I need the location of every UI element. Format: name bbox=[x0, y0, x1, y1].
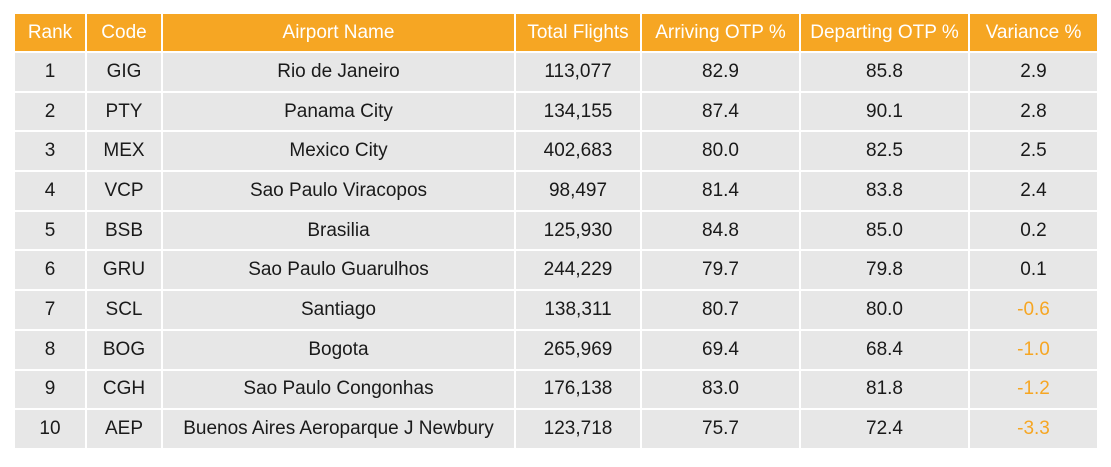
cell-airport-name: Sao Paulo Guarulhos bbox=[163, 251, 514, 290]
otp-table-container: Rank Code Airport Name Total Flights Arr… bbox=[13, 12, 1099, 450]
cell-arriving-otp: 80.7 bbox=[642, 291, 799, 329]
cell-airport-name: Brasilia bbox=[163, 211, 514, 250]
cell-airport-name: Sao Paulo Congonhas bbox=[163, 370, 514, 409]
cell-arriving-otp: 75.7 bbox=[642, 410, 799, 448]
cell-rank: 7 bbox=[15, 291, 85, 329]
cell-departing-otp: 81.8 bbox=[801, 370, 968, 409]
cell-variance: 0.2 bbox=[970, 211, 1097, 250]
header-departing-otp: Departing OTP % bbox=[801, 14, 968, 51]
cell-departing-otp: 80.0 bbox=[801, 291, 968, 329]
cell-variance: 2.5 bbox=[970, 132, 1097, 171]
cell-code: BSB bbox=[87, 211, 161, 250]
cell-departing-otp: 83.8 bbox=[801, 172, 968, 210]
table-body: 1 GIG Rio de Janeiro 113,077 82.9 85.8 2.9 2 PTY… bbox=[15, 53, 1097, 448]
table-row: 5 BSB Brasilia 125,930 84.8 85.0 0.2 bbox=[15, 211, 1097, 250]
cell-airport-name: Mexico City bbox=[163, 132, 514, 171]
cell-variance: 2.4 bbox=[970, 172, 1097, 210]
header-total-flights: Total Flights bbox=[516, 14, 640, 51]
cell-arriving-otp: 69.4 bbox=[642, 330, 799, 369]
cell-variance: -1.2 bbox=[970, 370, 1097, 409]
cell-arriving-otp: 87.4 bbox=[642, 92, 799, 131]
cell-rank: 4 bbox=[15, 172, 85, 210]
table-row: 9 CGH Sao Paulo Congonhas 176,138 83.0 81.8 -1… bbox=[15, 370, 1097, 409]
cell-code: VCP bbox=[87, 172, 161, 210]
cell-total-flights: 176,138 bbox=[516, 370, 640, 409]
cell-departing-otp: 68.4 bbox=[801, 330, 968, 369]
cell-variance: -0.6 bbox=[970, 291, 1097, 329]
cell-variance: -1.0 bbox=[970, 330, 1097, 369]
cell-rank: 3 bbox=[15, 132, 85, 171]
cell-variance: 2.8 bbox=[970, 92, 1097, 131]
cell-code: CGH bbox=[87, 370, 161, 409]
cell-rank: 1 bbox=[15, 53, 85, 91]
cell-arriving-otp: 84.8 bbox=[642, 211, 799, 250]
table-row: 10 AEP Buenos Aires Aeroparque J Newbury 12… bbox=[15, 410, 1097, 448]
cell-rank: 9 bbox=[15, 370, 85, 409]
cell-total-flights: 265,969 bbox=[516, 330, 640, 369]
cell-code: MEX bbox=[87, 132, 161, 171]
cell-code: AEP bbox=[87, 410, 161, 448]
table-row: 1 GIG Rio de Janeiro 113,077 82.9 85.8 2.9 bbox=[15, 53, 1097, 91]
cell-total-flights: 402,683 bbox=[516, 132, 640, 171]
cell-departing-otp: 85.0 bbox=[801, 211, 968, 250]
table-row: 7 SCL Santiago 138,311 80.7 80.0 -0.6 bbox=[15, 291, 1097, 329]
cell-departing-otp: 82.5 bbox=[801, 132, 968, 171]
header-rank: Rank bbox=[15, 14, 85, 51]
cell-variance: -3.3 bbox=[970, 410, 1097, 448]
cell-airport-name: Sao Paulo Viracopos bbox=[163, 172, 514, 210]
header-airport-name: Airport Name bbox=[163, 14, 514, 51]
cell-arriving-otp: 81.4 bbox=[642, 172, 799, 210]
cell-airport-name: Panama City bbox=[163, 92, 514, 131]
cell-code: PTY bbox=[87, 92, 161, 131]
cell-code: BOG bbox=[87, 330, 161, 369]
table-row: 4 VCP Sao Paulo Viracopos 98,497 81.4 83.8 2.4 bbox=[15, 172, 1097, 210]
header-code: Code bbox=[87, 14, 161, 51]
header-row: Rank Code Airport Name Total Flights Arr… bbox=[15, 14, 1097, 51]
table-row: 2 PTY Panama City 134,155 87.4 90.1 2.8 bbox=[15, 92, 1097, 131]
cell-rank: 5 bbox=[15, 211, 85, 250]
cell-code: SCL bbox=[87, 291, 161, 329]
cell-arriving-otp: 80.0 bbox=[642, 132, 799, 171]
cell-rank: 10 bbox=[15, 410, 85, 448]
cell-arriving-otp: 83.0 bbox=[642, 370, 799, 409]
header-variance: Variance % bbox=[970, 14, 1097, 51]
cell-arriving-otp: 82.9 bbox=[642, 53, 799, 91]
cell-airport-name: Santiago bbox=[163, 291, 514, 329]
cell-code: GRU bbox=[87, 251, 161, 290]
airport-otp-table: Rank Code Airport Name Total Flights Arr… bbox=[13, 12, 1099, 450]
cell-departing-otp: 85.8 bbox=[801, 53, 968, 91]
cell-total-flights: 138,311 bbox=[516, 291, 640, 329]
cell-departing-otp: 79.8 bbox=[801, 251, 968, 290]
cell-departing-otp: 90.1 bbox=[801, 92, 968, 131]
cell-total-flights: 244,229 bbox=[516, 251, 640, 290]
cell-total-flights: 125,930 bbox=[516, 211, 640, 250]
cell-rank: 2 bbox=[15, 92, 85, 131]
cell-total-flights: 98,497 bbox=[516, 172, 640, 210]
table-row: 8 BOG Bogota 265,969 69.4 68.4 -1.0 bbox=[15, 330, 1097, 369]
cell-airport-name: Rio de Janeiro bbox=[163, 53, 514, 91]
cell-airport-name: Buenos Aires Aeroparque J Newbury bbox=[163, 410, 514, 448]
cell-variance: 2.9 bbox=[970, 53, 1097, 91]
table-row: 3 MEX Mexico City 402,683 80.0 82.5 2.5 bbox=[15, 132, 1097, 171]
cell-rank: 8 bbox=[15, 330, 85, 369]
cell-variance: 0.1 bbox=[970, 251, 1097, 290]
cell-total-flights: 123,718 bbox=[516, 410, 640, 448]
cell-airport-name: Bogota bbox=[163, 330, 514, 369]
cell-total-flights: 113,077 bbox=[516, 53, 640, 91]
cell-departing-otp: 72.4 bbox=[801, 410, 968, 448]
table-header: Rank Code Airport Name Total Flights Arr… bbox=[15, 14, 1097, 51]
cell-code: GIG bbox=[87, 53, 161, 91]
cell-arriving-otp: 79.7 bbox=[642, 251, 799, 290]
table-row: 6 GRU Sao Paulo Guarulhos 244,229 79.7 79.8 0.… bbox=[15, 251, 1097, 290]
cell-total-flights: 134,155 bbox=[516, 92, 640, 131]
header-arriving-otp: Arriving OTP % bbox=[642, 14, 799, 51]
cell-rank: 6 bbox=[15, 251, 85, 290]
